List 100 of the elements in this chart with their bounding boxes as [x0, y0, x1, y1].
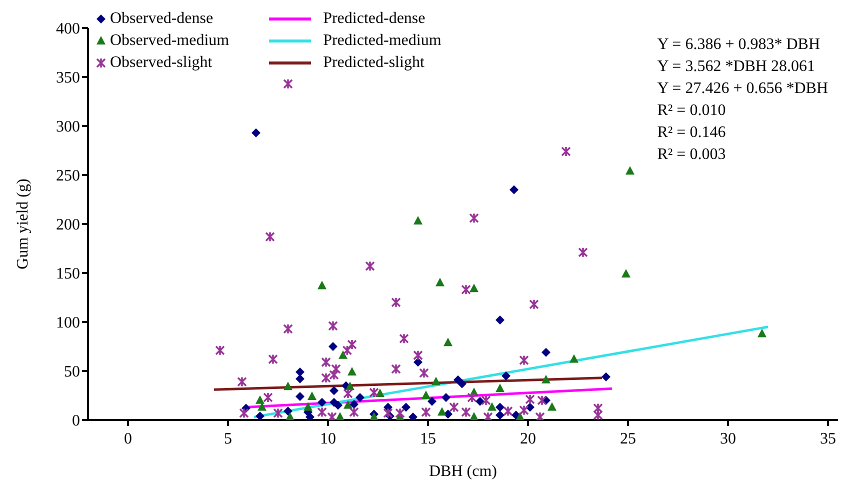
point [414, 216, 422, 225]
point [542, 348, 550, 357]
point [399, 333, 409, 344]
point [268, 354, 278, 365]
point [428, 396, 436, 406]
point [488, 402, 496, 411]
y-tick-label: 350 [56, 70, 80, 87]
point [537, 395, 547, 406]
point [256, 395, 264, 404]
point [529, 298, 539, 310]
point [308, 391, 316, 400]
point [519, 354, 529, 366]
point [321, 372, 331, 384]
point [273, 408, 283, 419]
point [306, 412, 314, 420]
point [317, 406, 327, 418]
point [622, 268, 630, 278]
point [318, 280, 326, 290]
x-tick-label: 30 [720, 430, 736, 448]
point [496, 384, 504, 392]
point [496, 410, 504, 420]
point [438, 407, 446, 416]
y-axis-title: Gum yield (g) [14, 178, 32, 270]
annotation: R² = 0.146 [657, 123, 727, 143]
point [593, 410, 603, 420]
point [421, 406, 431, 418]
point [496, 402, 504, 412]
y-tick-label: 100 [56, 314, 80, 332]
point [461, 284, 471, 296]
point [334, 400, 342, 410]
x-tick-label: 20 [520, 430, 536, 448]
point [348, 366, 356, 376]
legend-label: Observed-dense [110, 10, 214, 28]
point [318, 398, 326, 407]
point [519, 404, 529, 416]
point [470, 284, 478, 292]
point [510, 185, 518, 194]
point [535, 412, 545, 420]
point [408, 412, 418, 420]
y-tick-label: 150 [56, 266, 80, 283]
point [413, 350, 423, 361]
point [328, 320, 338, 332]
point [383, 408, 393, 419]
point [338, 350, 348, 359]
point [593, 402, 603, 414]
point [342, 345, 352, 356]
point [336, 412, 344, 420]
point [470, 412, 478, 420]
point [327, 412, 337, 420]
point [239, 408, 249, 419]
point [483, 412, 493, 420]
point [349, 406, 359, 418]
point [442, 392, 450, 402]
point [329, 370, 339, 380]
annotation: Y = 6.386 + 0.983* DBH [657, 35, 821, 55]
legend-label: Observed-slight [110, 54, 212, 72]
point [503, 406, 513, 417]
point [265, 231, 275, 242]
point [391, 297, 401, 308]
annotation: Y = 3.562 *DBH 28.061 [657, 57, 816, 77]
y-tick-label: 300 [56, 118, 80, 136]
point [758, 328, 766, 338]
legend-label: Predicted-medium [323, 32, 442, 50]
point [283, 323, 293, 334]
point [321, 356, 331, 368]
point [496, 316, 504, 325]
point [481, 395, 491, 406]
y-tick-label: 250 [56, 168, 80, 185]
point [328, 342, 338, 351]
x-tick-label: 15 [420, 430, 436, 448]
point [283, 78, 293, 90]
point [626, 166, 634, 175]
point [570, 354, 578, 363]
x-tick-label: 10 [320, 430, 336, 448]
annotation: R² = 0.003 [657, 145, 727, 165]
point [369, 387, 379, 398]
point [469, 212, 479, 224]
point [542, 374, 550, 384]
point [252, 128, 260, 138]
legend-label: Predicted-dense [323, 10, 426, 28]
point [350, 400, 358, 409]
point [502, 371, 510, 380]
y-tick-label: 0 [72, 412, 80, 430]
point [422, 390, 430, 399]
legend-label: Predicted-slight [323, 54, 424, 72]
x-tick-label: 0 [124, 430, 132, 448]
point [402, 402, 410, 412]
point [237, 376, 247, 388]
point [304, 402, 312, 411]
point [414, 358, 422, 367]
point [296, 392, 304, 401]
point [436, 278, 444, 286]
point [284, 406, 292, 416]
point [256, 412, 264, 420]
point [432, 376, 440, 386]
x-tick-label: 5 [224, 430, 232, 448]
point [330, 386, 338, 396]
point [525, 394, 535, 405]
point [263, 392, 273, 403]
x-tick-label: 35 [820, 430, 836, 448]
